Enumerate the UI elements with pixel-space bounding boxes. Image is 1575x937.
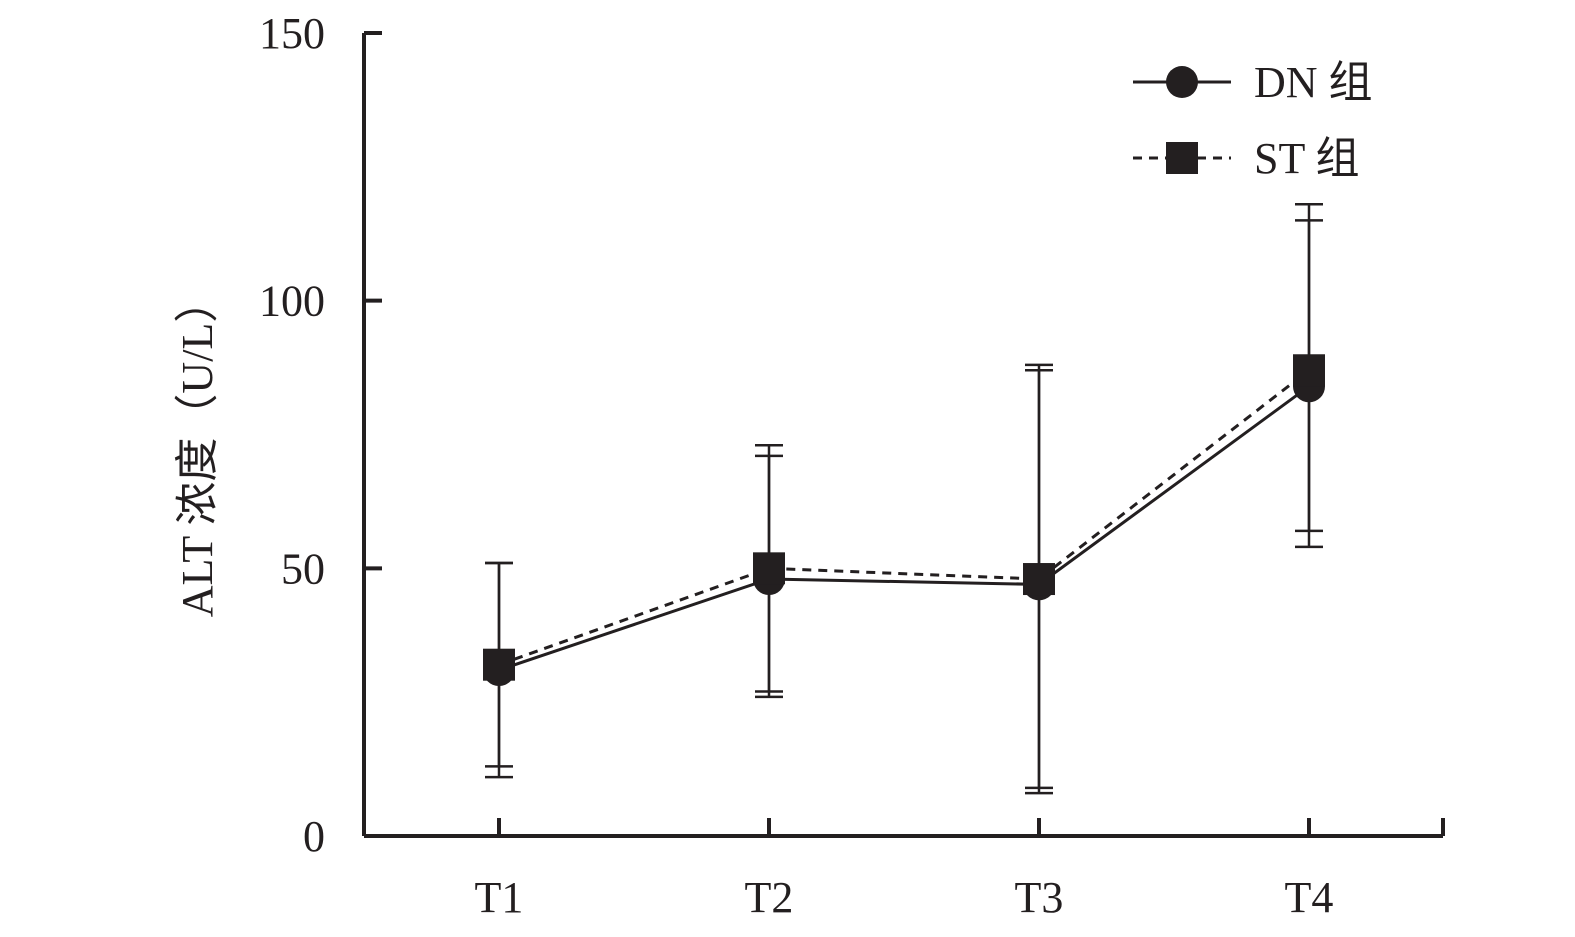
legend: DN 组 ST 组 bbox=[1133, 58, 1373, 183]
error-bars bbox=[485, 203, 1323, 795]
legend-label-dn: DN 组 bbox=[1254, 58, 1373, 107]
legend-label-st: ST 组 bbox=[1254, 134, 1360, 183]
x-tick-label: T2 bbox=[745, 873, 794, 922]
x-tick-label: T1 bbox=[475, 873, 524, 922]
x-tick-label: T3 bbox=[1015, 873, 1064, 922]
x-tick-label: T4 bbox=[1285, 873, 1334, 922]
data-point-st-T1 bbox=[483, 648, 515, 681]
series-line-dn bbox=[498, 385, 1310, 672]
legend-marker-st bbox=[1166, 142, 1198, 174]
series-line-st bbox=[498, 369, 1310, 667]
data-point-st-T3 bbox=[1023, 563, 1055, 596]
legend-marker-dn bbox=[1166, 66, 1198, 98]
series-lines bbox=[498, 369, 1310, 672]
y-axis-title: ALT 浓度（U/L） bbox=[173, 279, 222, 618]
y-tick-label: 150 bbox=[259, 9, 325, 58]
data-point-st-T2 bbox=[753, 552, 785, 585]
data-point-st-T4 bbox=[1293, 354, 1325, 387]
axes: 0 50 100 150 T1 T2 T3 T4 ALT 浓度（U/L） bbox=[173, 9, 1445, 922]
y-tick-label: 50 bbox=[281, 544, 325, 593]
y-tick-label: 0 bbox=[303, 812, 325, 861]
y-tick-label: 100 bbox=[259, 277, 325, 326]
series-markers bbox=[483, 354, 1325, 687]
